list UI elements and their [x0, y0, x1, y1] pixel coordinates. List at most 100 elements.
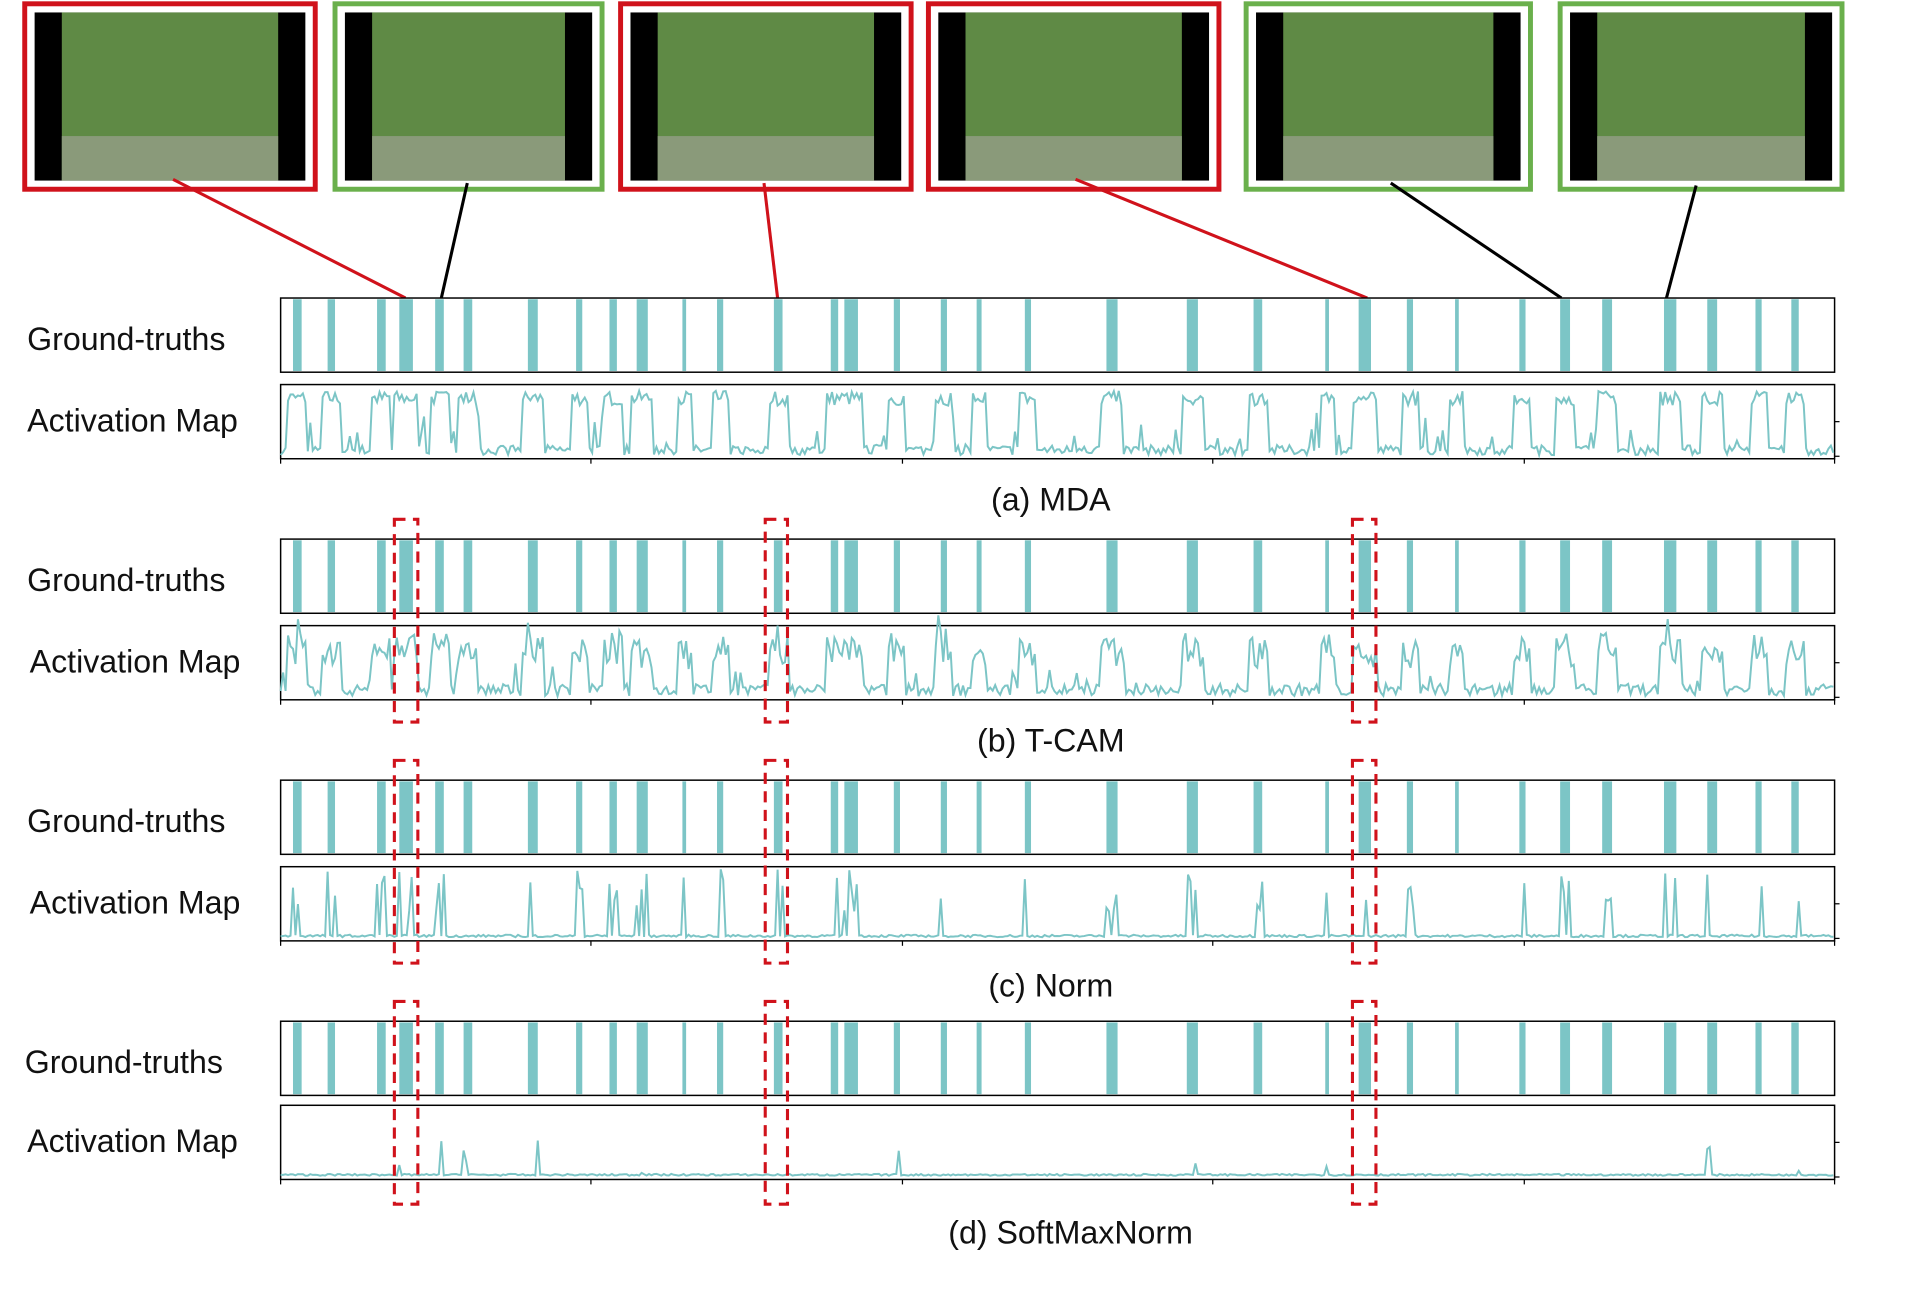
- gt-segment: [609, 299, 617, 371]
- gt-frame: [279, 1020, 1836, 1097]
- gt-segment: [609, 781, 617, 854]
- gt-segment: [1325, 540, 1329, 613]
- gt-segment: [1519, 540, 1526, 613]
- gt-segment: [1186, 781, 1198, 854]
- caption: (d) SoftMaxNorm: [948, 1215, 1193, 1251]
- gt-segment: [435, 299, 444, 371]
- gt-segment: [1106, 1022, 1118, 1095]
- gt-segment: [893, 299, 900, 371]
- caption: (c) Norm: [988, 967, 1113, 1003]
- gt-segment: [435, 540, 444, 613]
- gt-segment: [435, 1022, 444, 1095]
- gt-segment: [717, 540, 724, 613]
- connector: [172, 177, 407, 300]
- gt-segment: [609, 540, 617, 613]
- gt-segment: [1707, 1022, 1718, 1095]
- gt-segment: [327, 1022, 336, 1095]
- connector: [1389, 181, 1563, 300]
- gt-segment: [976, 299, 982, 371]
- gt-segment: [682, 781, 687, 854]
- gt-segment: [1560, 1022, 1571, 1095]
- gt-segment: [1325, 1022, 1329, 1095]
- gt-segment: [377, 1022, 386, 1095]
- gt-segment: [327, 540, 336, 613]
- am-label: Activation Map: [27, 1123, 238, 1159]
- gt-segment: [1755, 540, 1762, 613]
- gt-segment: [1253, 1022, 1263, 1095]
- gt-segment: [1519, 299, 1526, 371]
- gt-segment: [893, 781, 900, 854]
- gt-segment: [1024, 1022, 1032, 1095]
- gt-segment: [636, 781, 648, 854]
- connector: [1664, 185, 1698, 299]
- gt-segment: [1024, 299, 1032, 371]
- am-label: Activation Map: [30, 643, 241, 679]
- gt-segment: [1455, 781, 1459, 854]
- gt-segment: [976, 781, 982, 854]
- gt-segment: [609, 1022, 617, 1095]
- gt-segment: [773, 781, 783, 854]
- gt-segment: [1663, 540, 1677, 613]
- gt-segment: [717, 299, 724, 371]
- gt-segment: [844, 299, 858, 371]
- gt-segment: [1186, 299, 1198, 371]
- gt-segment: [527, 299, 538, 371]
- gt-segment: [830, 1022, 839, 1095]
- gt-segment: [1602, 1022, 1613, 1095]
- gt-segment: [576, 1022, 583, 1095]
- gt-segment: [527, 1022, 538, 1095]
- highlight-box: [763, 999, 790, 1206]
- gt-segment: [399, 781, 413, 854]
- am-label: Activation Map: [27, 402, 238, 438]
- gt-segment: [1755, 1022, 1762, 1095]
- gt-segment: [1186, 540, 1198, 613]
- gt-segment: [1791, 299, 1799, 371]
- gt-segment: [1406, 540, 1414, 613]
- gt-segment: [1325, 781, 1329, 854]
- gt-segment: [1707, 540, 1718, 613]
- gt-segment: [1791, 540, 1799, 613]
- gt-segment: [1791, 1022, 1799, 1095]
- gt-segment: [1358, 1022, 1371, 1095]
- gt-segment: [1024, 781, 1032, 854]
- gt-segment: [1325, 299, 1329, 371]
- am-label: Activation Map: [30, 885, 241, 921]
- gt-label: Ground-truths: [25, 1044, 223, 1080]
- gt-segment: [830, 540, 839, 613]
- gt-segment: [1602, 781, 1613, 854]
- caption: (b) T-CAM: [977, 723, 1125, 759]
- gt-label: Ground-truths: [27, 803, 225, 839]
- gt-segment: [1253, 540, 1263, 613]
- gt-segment: [636, 540, 648, 613]
- caption: (a) MDA: [991, 481, 1111, 517]
- connector: [762, 182, 780, 299]
- highlight-box: [763, 517, 790, 724]
- gt-segment: [1455, 299, 1459, 371]
- gt-segment: [1358, 540, 1371, 613]
- gt-segment: [1358, 299, 1371, 371]
- gt-segment: [463, 299, 473, 371]
- activation-curve: [280, 869, 1834, 940]
- gt-segment: [1253, 299, 1263, 371]
- gt-segment: [399, 1022, 413, 1095]
- gt-segment: [327, 781, 336, 854]
- gt-segment: [527, 540, 538, 613]
- gt-segment: [1406, 299, 1414, 371]
- gt-segment: [830, 299, 839, 371]
- gt-segment: [399, 299, 413, 371]
- thumbnail-ground: [1283, 136, 1494, 181]
- gt-segment: [1358, 781, 1371, 854]
- gt-segment: [292, 540, 302, 613]
- gt-segment: [1106, 540, 1118, 613]
- gt-segment: [1663, 1022, 1677, 1095]
- am-frame: [279, 1104, 1836, 1181]
- gt-segment: [377, 781, 386, 854]
- highlight-box: [763, 758, 790, 965]
- gt-segment: [636, 299, 648, 371]
- gt-segment: [1560, 299, 1571, 371]
- gt-segment: [773, 1022, 783, 1095]
- thumbnail-ground: [61, 136, 279, 181]
- gt-segment: [1602, 299, 1613, 371]
